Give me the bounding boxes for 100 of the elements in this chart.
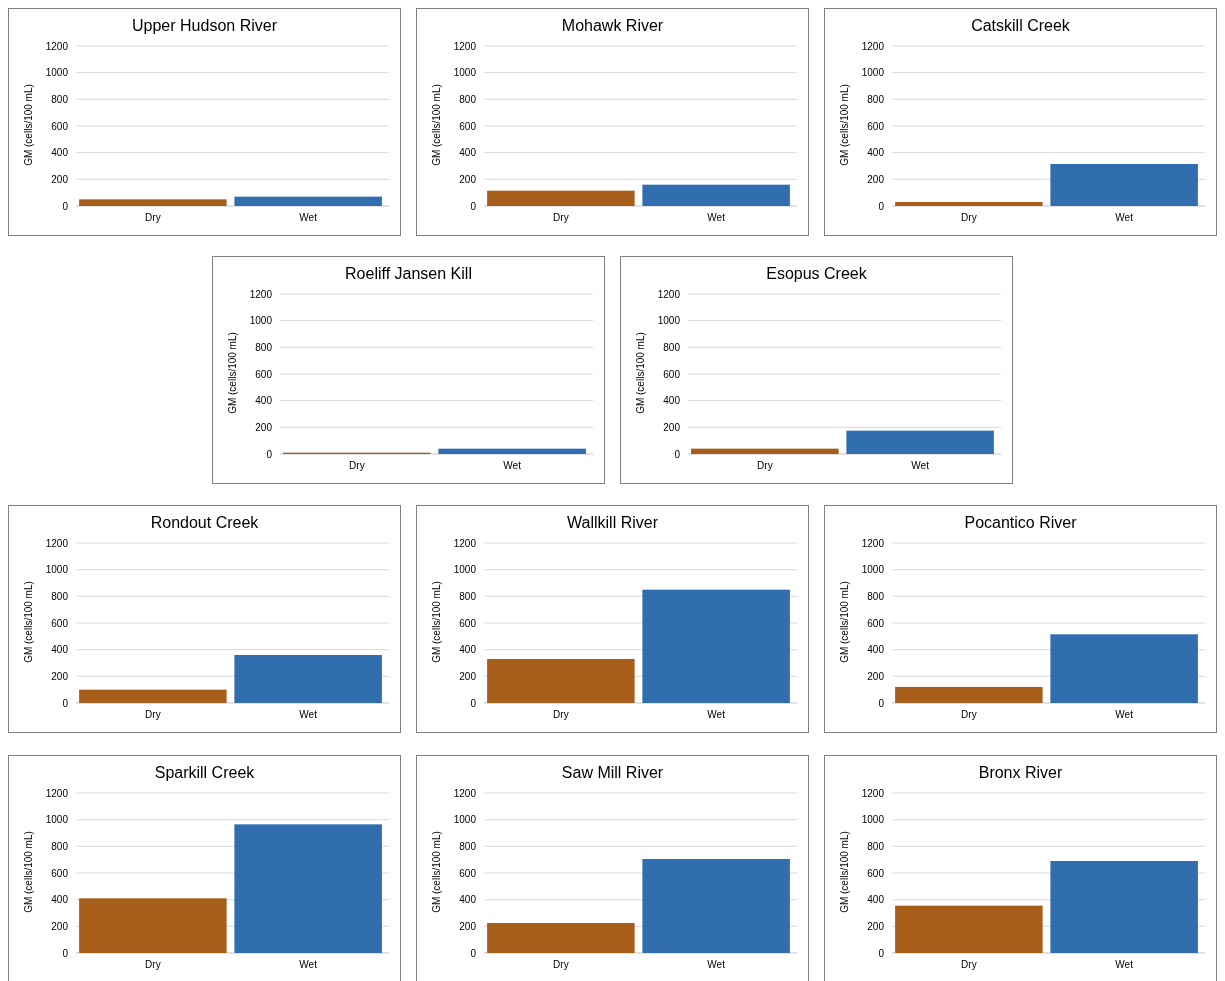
- chart-title: Mohawk River: [561, 17, 664, 34]
- y-axis-title: GM (cells/100 mL): [839, 84, 850, 166]
- y-tick-label: 400: [663, 395, 681, 407]
- y-tick-label: 600: [867, 617, 885, 629]
- y-tick-label: 1200: [453, 537, 477, 549]
- chart-title: Sparkill Creek: [154, 764, 256, 781]
- x-tick-label: Dry: [961, 959, 977, 970]
- y-tick-label: 600: [51, 617, 69, 629]
- y-axis-title: GM (cells/100 mL): [431, 84, 442, 166]
- y-tick-label: 800: [459, 590, 477, 602]
- y-tick-label: 800: [459, 840, 477, 852]
- y-tick-label: 600: [867, 120, 885, 132]
- x-tick-label: Wet: [1115, 212, 1134, 223]
- chart-title: Bronx River: [978, 764, 1063, 781]
- x-tick-label: Wet: [1115, 959, 1134, 970]
- x-tick-label: Wet: [299, 212, 318, 223]
- y-tick-label: 1000: [453, 564, 477, 576]
- x-tick-label: Wet: [707, 212, 726, 223]
- y-tick-label: 1000: [453, 67, 477, 79]
- y-tick-label: 800: [663, 341, 681, 353]
- y-tick-label: 1000: [45, 67, 69, 79]
- chart-title: Catskill Creek: [971, 17, 1071, 34]
- chart-title: Rondout Creek: [150, 514, 260, 531]
- y-tick-label: 800: [459, 93, 477, 105]
- y-tick-label: 1000: [861, 67, 885, 79]
- x-tick-label: Dry: [145, 709, 161, 720]
- y-tick-label: 600: [459, 867, 477, 879]
- chart-title: Upper Hudson River: [132, 17, 278, 34]
- y-tick-label: 200: [459, 920, 477, 932]
- x-tick-label: Dry: [553, 959, 569, 970]
- x-tick-label: Wet: [707, 709, 726, 720]
- y-axis-title: GM (cells/100 mL): [839, 831, 850, 913]
- y-tick-label: 600: [867, 867, 885, 879]
- y-tick-label: 200: [51, 670, 69, 682]
- y-tick-label: 0: [674, 448, 681, 460]
- y-tick-label: 800: [51, 590, 69, 602]
- y-tick-label: 0: [878, 947, 885, 959]
- x-tick-label: Dry: [757, 460, 773, 471]
- y-tick-label: 600: [663, 368, 681, 380]
- y-tick-label: 1200: [453, 787, 477, 799]
- y-tick-label: 1000: [45, 814, 69, 826]
- x-tick-label: Dry: [145, 212, 161, 223]
- y-tick-label: 600: [255, 368, 273, 380]
- y-tick-label: 400: [51, 147, 69, 159]
- y-tick-label: 800: [51, 840, 69, 852]
- y-tick-label: 400: [867, 644, 885, 656]
- y-tick-label: 0: [62, 947, 69, 959]
- y-tick-label: 1000: [453, 814, 477, 826]
- y-tick-label: 0: [470, 947, 477, 959]
- x-tick-label: Wet: [1115, 709, 1134, 720]
- y-tick-label: 0: [878, 697, 885, 709]
- y-tick-label: 1000: [657, 315, 681, 327]
- y-tick-label: 0: [470, 697, 477, 709]
- y-tick-label: 200: [459, 173, 477, 185]
- x-tick-label: Dry: [553, 709, 569, 720]
- y-tick-label: 800: [867, 840, 885, 852]
- x-tick-label: Wet: [299, 709, 318, 720]
- y-tick-label: 200: [867, 670, 885, 682]
- y-axis-title: GM (cells/100 mL): [227, 332, 238, 414]
- x-tick-label: Dry: [145, 959, 161, 970]
- y-tick-label: 1200: [45, 40, 69, 52]
- y-tick-label: 800: [255, 341, 273, 353]
- y-tick-label: 1000: [45, 564, 69, 576]
- y-tick-label: 1200: [45, 787, 69, 799]
- y-tick-label: 400: [867, 147, 885, 159]
- x-tick-label: Wet: [707, 959, 726, 970]
- y-axis-title: GM (cells/100 mL): [431, 581, 442, 663]
- y-tick-label: 200: [255, 421, 273, 433]
- y-tick-label: 800: [51, 93, 69, 105]
- y-tick-label: 1200: [861, 40, 885, 52]
- y-tick-label: 0: [470, 200, 477, 212]
- y-tick-label: 600: [459, 120, 477, 132]
- y-tick-label: 1000: [861, 814, 885, 826]
- x-tick-label: Wet: [503, 460, 522, 471]
- y-tick-label: 400: [867, 894, 885, 906]
- y-tick-label: 1200: [861, 787, 885, 799]
- y-axis-title: GM (cells/100 mL): [431, 831, 442, 913]
- y-tick-label: 600: [459, 617, 477, 629]
- y-tick-label: 400: [459, 147, 477, 159]
- y-tick-label: 200: [867, 173, 885, 185]
- x-tick-label: Dry: [349, 460, 365, 471]
- chart-title: Wallkill River: [567, 514, 659, 531]
- y-tick-label: 600: [51, 867, 69, 879]
- y-axis-title: GM (cells/100 mL): [839, 581, 850, 663]
- chart-title: Esopus Creek: [766, 265, 868, 282]
- chart-title: Saw Mill River: [561, 764, 664, 781]
- x-tick-label: Wet: [911, 460, 930, 471]
- y-axis-title: GM (cells/100 mL): [23, 84, 34, 166]
- chart-title: Roeliff Jansen Kill: [345, 265, 472, 282]
- x-tick-label: Dry: [553, 212, 569, 223]
- y-tick-label: 0: [878, 200, 885, 212]
- chart-title: Pocantico River: [964, 514, 1078, 531]
- x-tick-label: Wet: [299, 959, 318, 970]
- y-axis-title: GM (cells/100 mL): [23, 831, 34, 913]
- y-tick-label: 200: [51, 173, 69, 185]
- y-tick-label: 1200: [45, 537, 69, 549]
- y-tick-label: 1000: [861, 564, 885, 576]
- y-tick-label: 0: [62, 200, 69, 212]
- y-tick-label: 400: [51, 644, 69, 656]
- y-tick-label: 200: [663, 421, 681, 433]
